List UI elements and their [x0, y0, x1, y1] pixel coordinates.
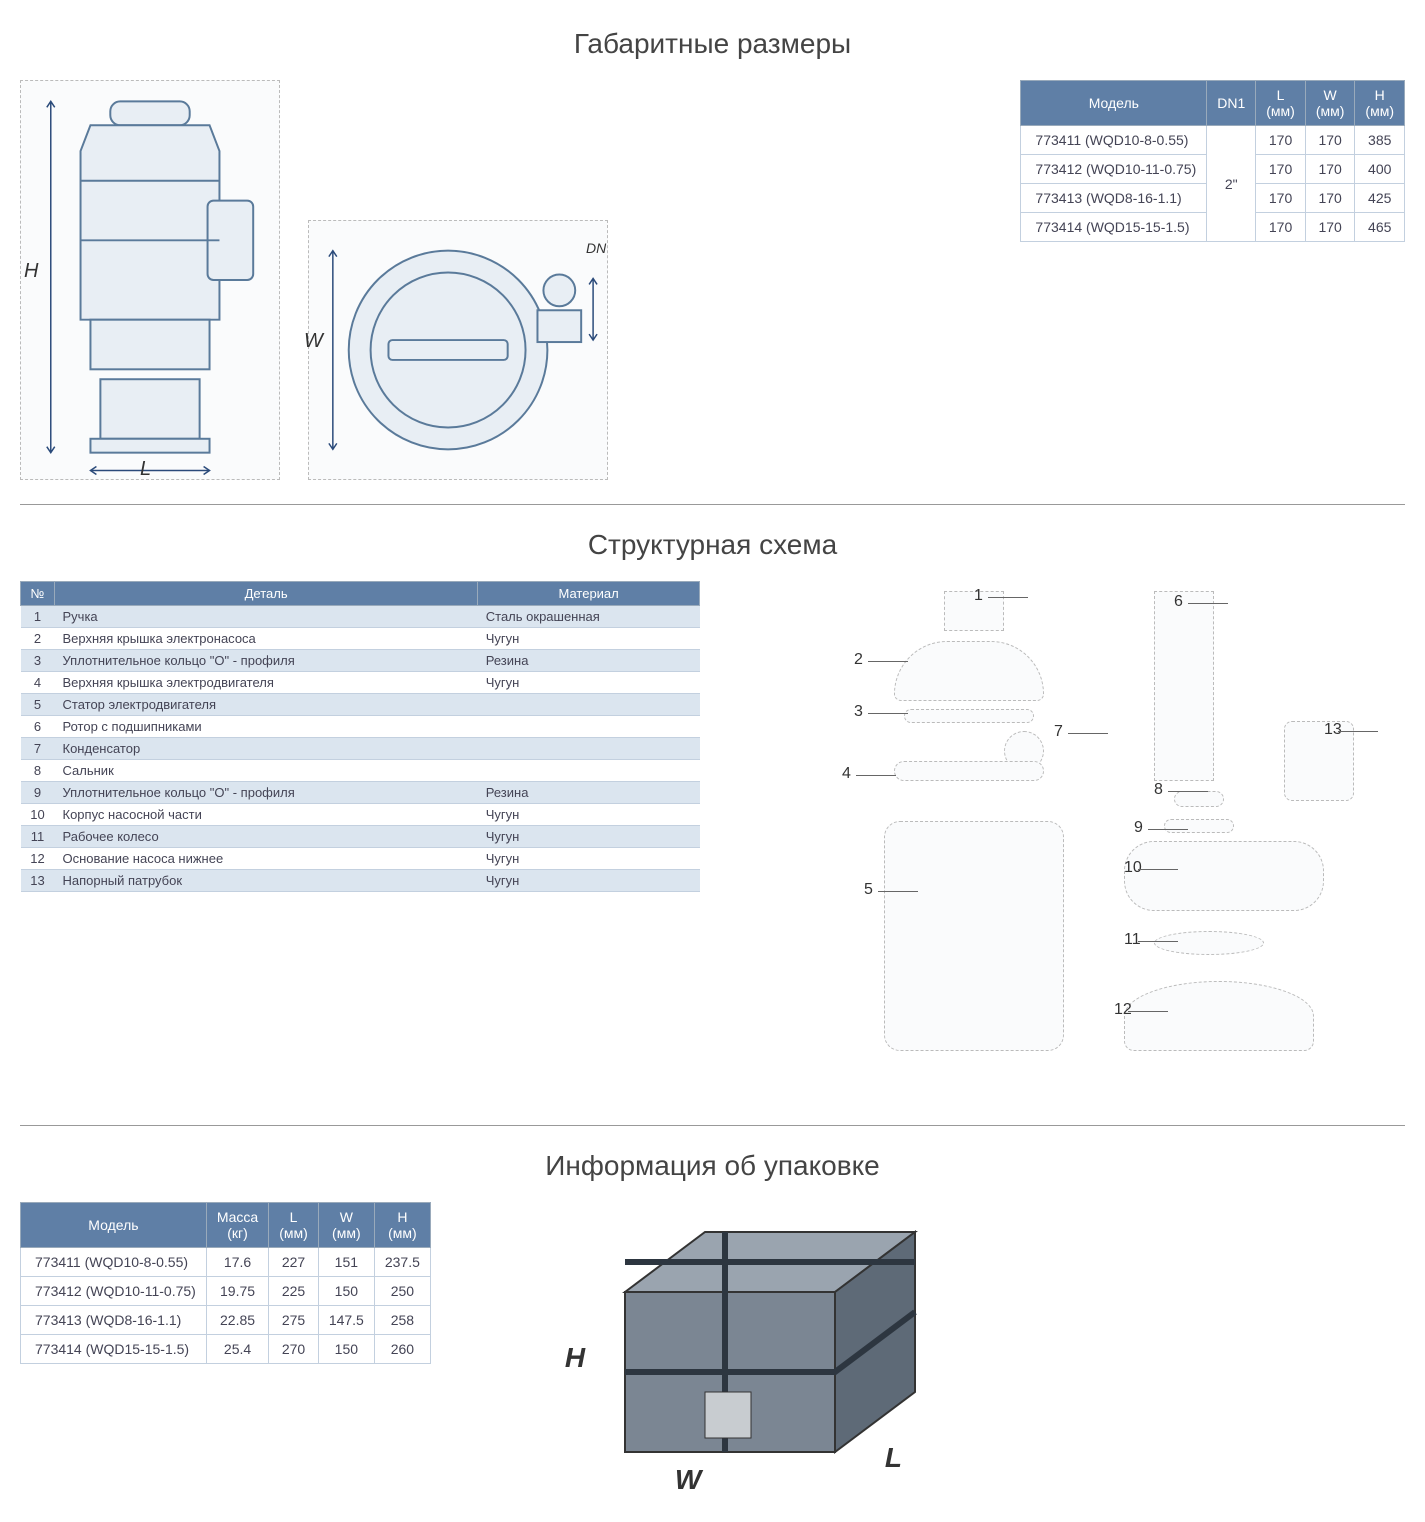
part-11-impeller — [1154, 931, 1264, 955]
table-row: 9Уплотнительное кольцо "О" - профиляРези… — [21, 782, 700, 804]
pump-side-schematic — [20, 80, 280, 480]
callout-1: 1 — [974, 587, 983, 605]
callout-8: 8 — [1154, 781, 1163, 799]
section1-row: H L — [20, 80, 1405, 480]
table-row: 7Конденсатор — [21, 738, 700, 760]
table-row: 4Верхняя крышка электродвигателяЧугун — [21, 672, 700, 694]
table-row: 2Верхняя крышка электронасосаЧугун — [21, 628, 700, 650]
table-row: 773413 (WQD8-16-1.1)22.85275147.5258 — [21, 1306, 431, 1335]
dims-col: DN1 — [1207, 81, 1256, 126]
dim-L: L — [140, 458, 151, 481]
part-10-pumpbody — [1124, 841, 1324, 911]
dims-col: H(мм) — [1355, 81, 1405, 126]
callout-10: 10 — [1124, 859, 1142, 877]
table-row: 773412 (WQD10-11-0.75)19.75225150250 — [21, 1277, 431, 1306]
callout-6: 6 — [1174, 593, 1183, 611]
callout-11: 11 — [1124, 931, 1141, 949]
table-row: 773411 (WQD10-8-0.55)2"170170385 — [1021, 126, 1405, 155]
table-row: 773414 (WQD15-15-1.5)25.4270150260 — [21, 1335, 431, 1364]
table-row: 6Ротор с подшипниками — [21, 716, 700, 738]
section2-row: №ДетальМатериал 1РучкаСталь окрашенная2В… — [20, 581, 1405, 1101]
box-W: W — [675, 1464, 701, 1496]
parts-table: №ДетальМатериал 1РучкаСталь окрашенная2В… — [20, 581, 700, 892]
dims-col: L(мм) — [1256, 81, 1306, 126]
dim-W: W — [304, 330, 323, 353]
table-row: 8Сальник — [21, 760, 700, 782]
table-row: 11Рабочее колесоЧугун — [21, 826, 700, 848]
part-3-oring — [904, 709, 1034, 723]
exploded-view: 12345678910111213 — [724, 581, 1364, 1101]
callout-7: 7 — [1054, 723, 1063, 741]
table-row: 3Уплотнительное кольцо "О" - профиляРези… — [21, 650, 700, 672]
section3-title: Информация об упаковке — [20, 1150, 1405, 1182]
table-row: 10Корпус насосной частиЧугун — [21, 804, 700, 826]
part-6-rotor — [1154, 591, 1214, 781]
table-row: 5Статор электродвигателя — [21, 694, 700, 716]
part-12-base — [1124, 981, 1314, 1051]
box-L: L — [885, 1442, 902, 1474]
dims-col: Модель — [1021, 81, 1207, 126]
callout-9: 9 — [1134, 819, 1143, 837]
table-row: 1РучкаСталь окрашенная — [21, 606, 700, 628]
part-13-outlet — [1284, 721, 1354, 801]
box-H: H — [565, 1342, 585, 1374]
package-box-diagram: H W L — [535, 1202, 955, 1502]
callout-12: 12 — [1114, 1001, 1132, 1019]
pump-top-schematic — [308, 220, 608, 480]
callout-13: 13 — [1324, 721, 1342, 739]
dims-col: W(мм) — [1305, 81, 1355, 126]
callout-4: 4 — [842, 765, 851, 783]
dim-H: H — [24, 260, 38, 283]
part-2-topcover — [894, 641, 1044, 701]
part-5-stator — [884, 821, 1064, 1051]
dimensions-table: МодельDN1L(мм)W(мм)H(мм) 773411 (WQD10-8… — [1020, 80, 1405, 242]
section2-title: Структурная схема — [20, 529, 1405, 561]
table-row: 773411 (WQD10-8-0.55)17.6227151237.5 — [21, 1248, 431, 1277]
packaging-table: МодельМасса(кг)L(мм)W(мм)H(мм) 773411 (W… — [20, 1202, 431, 1364]
table-row: 13Напорный патрубокЧугун — [21, 870, 700, 892]
part-9-oring2 — [1164, 819, 1234, 833]
pump-side-view: H L — [20, 80, 280, 480]
callout-3: 3 — [854, 703, 863, 721]
dim-DN: DN — [586, 240, 606, 256]
part-8-seal — [1174, 791, 1224, 807]
table-row: 12Основание насоса нижнееЧугун — [21, 848, 700, 870]
callout-2: 2 — [854, 651, 863, 669]
section1-diagrams: H L — [20, 80, 608, 480]
callout-5: 5 — [864, 881, 873, 899]
pump-top-view: W DN — [308, 220, 608, 480]
section3-row: МодельМасса(кг)L(мм)W(мм)H(мм) 773411 (W… — [20, 1202, 1405, 1502]
part-4-motorcover — [894, 761, 1044, 781]
section1-title: Габаритные размеры — [20, 28, 1405, 60]
